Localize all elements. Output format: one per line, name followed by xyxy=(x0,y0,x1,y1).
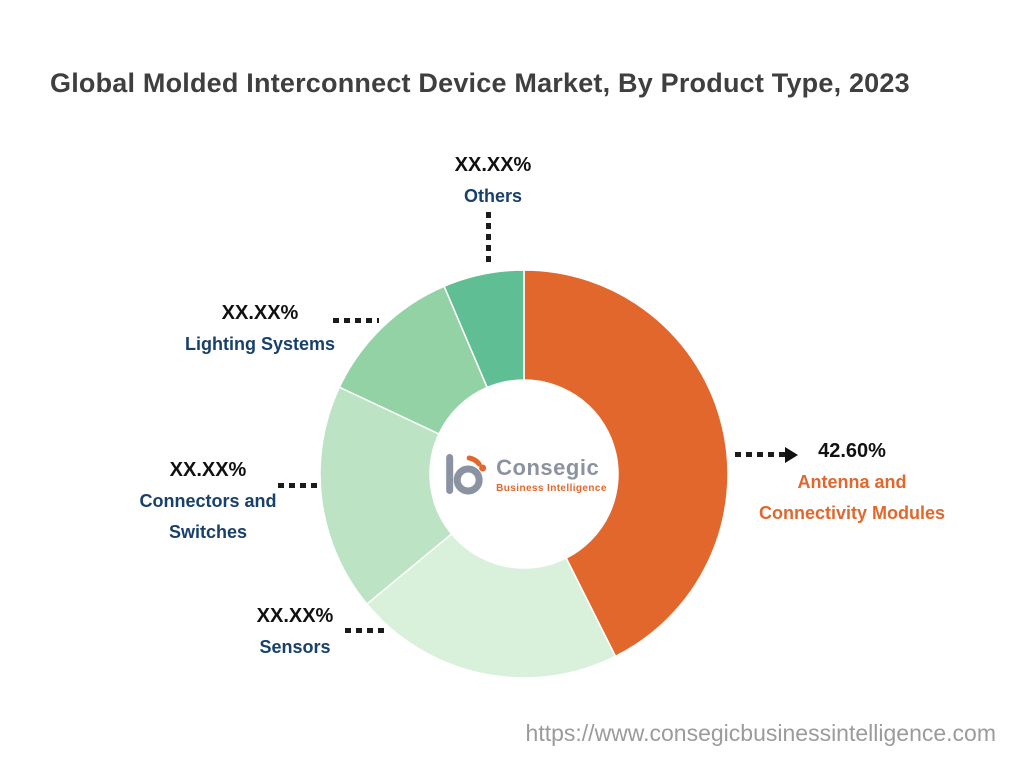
callout-connectors-label-line2: Switches xyxy=(168,522,248,542)
callout-connectors-value: XX.XX% xyxy=(169,459,247,481)
leader-line-others xyxy=(486,212,491,264)
footer-url-link[interactable]: https://www.consegicbusinessintelligence… xyxy=(525,720,996,746)
callout-sensors-label: Sensors xyxy=(259,637,331,657)
callout-connectors-label-line1: Connectors and xyxy=(139,491,277,511)
callout-others-label: Others xyxy=(463,186,523,206)
leader-line-antenna xyxy=(735,452,785,457)
donut-segment-connectors-and-switches xyxy=(319,386,453,606)
callout-lighting-value: XX.XX% xyxy=(221,302,299,324)
leader-line-lighting xyxy=(333,318,379,323)
leader-line-connectors xyxy=(278,483,320,488)
callout-antenna-label-line2: Connectivity Modules xyxy=(758,503,946,523)
callout-lighting-systems: XX.XX% Lighting Systems xyxy=(160,298,360,360)
brand-tagline: Business Intelligence xyxy=(496,482,607,494)
chart-title: Global Molded Interconnect Device Market… xyxy=(50,68,910,98)
callout-connectors-switches: XX.XX% Connectors and Switches xyxy=(118,455,298,548)
brand-name: Consegic xyxy=(496,454,600,480)
callout-sensors-value: XX.XX% xyxy=(256,605,334,627)
callout-lighting-label: Lighting Systems xyxy=(184,334,336,354)
leader-line-sensors xyxy=(345,628,389,633)
donut-svg xyxy=(319,269,729,679)
donut-segment-sensors xyxy=(365,532,617,679)
callout-others: XX.XX% Others xyxy=(428,150,558,212)
leader-arrowhead-antenna-icon xyxy=(785,447,798,463)
callout-others-value: XX.XX% xyxy=(454,154,532,176)
brand-logo-text: Consegic Business Intelligence xyxy=(496,455,607,494)
donut-segment-others xyxy=(443,269,525,389)
donut-segment-antenna-and-connectivity-modules xyxy=(523,269,729,658)
callout-antenna: 42.60% Antenna and Connectivity Modules xyxy=(742,436,962,529)
donut-chart: Consegic Business Intelligence xyxy=(318,268,730,680)
callout-antenna-label-line1: Antenna and xyxy=(797,472,907,492)
consegic-logomark-icon xyxy=(446,454,487,495)
callout-antenna-value: 42.60% xyxy=(818,440,886,462)
callout-sensors: XX.XX% Sensors xyxy=(225,601,365,663)
brand-logo: Consegic Business Intelligence xyxy=(441,451,607,497)
